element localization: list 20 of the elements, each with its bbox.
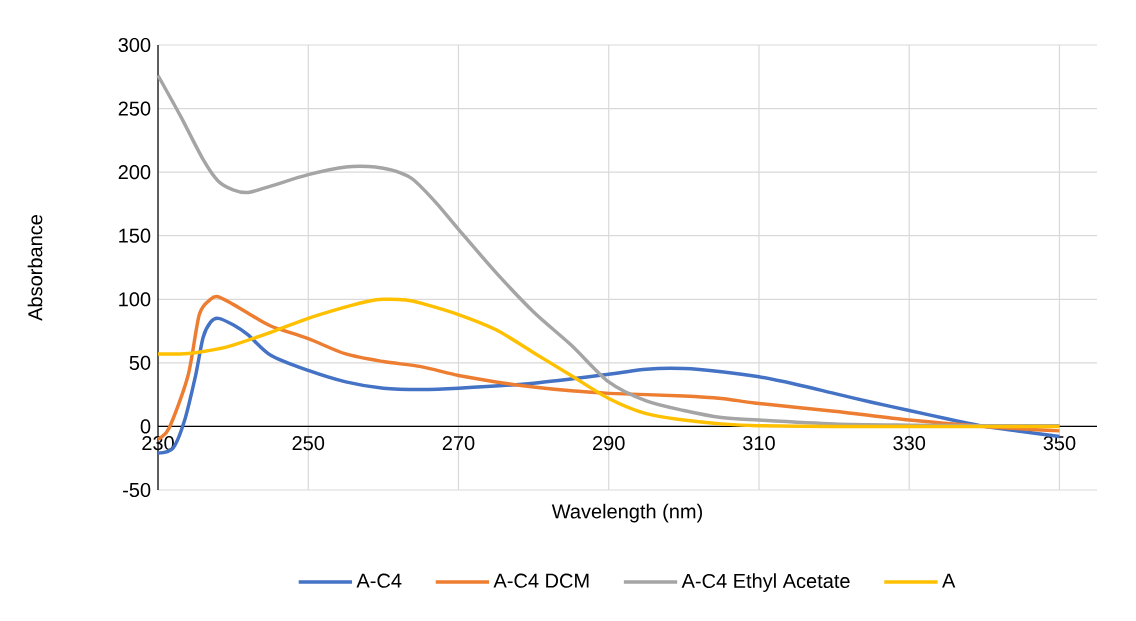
legend-label: A [942, 573, 956, 588]
x-axis-title: Wavelength (nm) [551, 503, 702, 523]
y-tick-label: 300 [118, 37, 151, 53]
x-tick-label: 330 [893, 436, 926, 451]
y-tick-label: 150 [119, 228, 151, 243]
y-tick-label: 200 [118, 165, 151, 180]
x-tick-label: 310 [743, 436, 775, 451]
y-tick-label: 100 [119, 292, 151, 307]
y-tick-label: 50 [129, 355, 151, 370]
x-tick-label: 290 [593, 436, 625, 451]
y-axis-title: Absorbance [27, 215, 43, 321]
legend-label: A-C4 DCM [493, 573, 589, 588]
legend-label: A-C4 [356, 573, 402, 588]
x-tick-label: 350 [1043, 436, 1076, 451]
x-tick-label: 270 [442, 436, 475, 451]
legend-label: A-C4 Ethyl Acetate [681, 573, 850, 592]
y-tick-label: 250 [118, 101, 151, 116]
x-tick-label: 250 [292, 436, 325, 451]
y-tick-label: -50 [123, 482, 151, 498]
y-tick-label: 0 [140, 419, 151, 434]
